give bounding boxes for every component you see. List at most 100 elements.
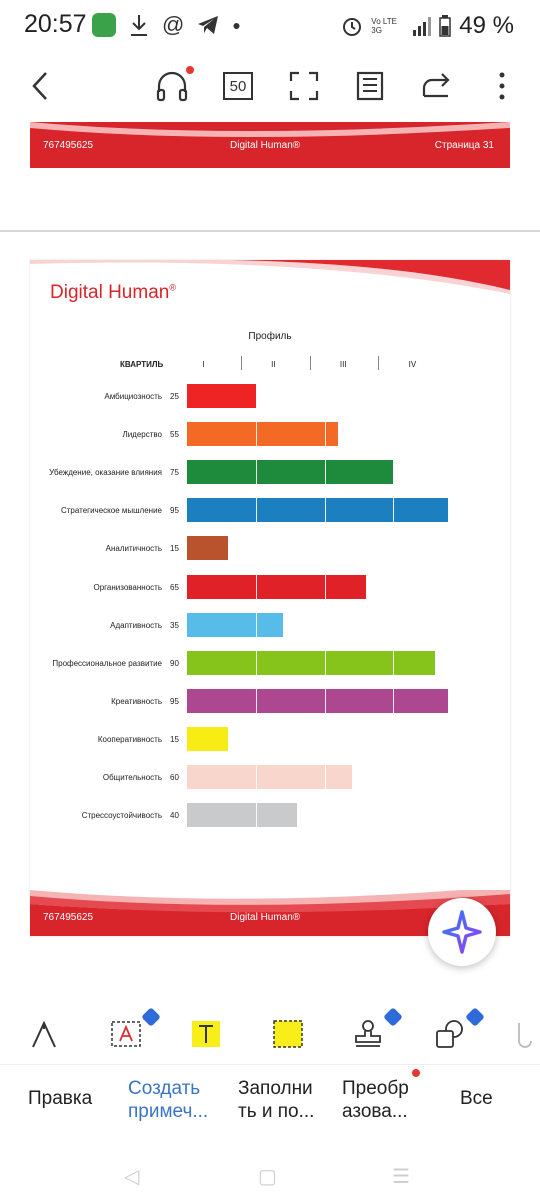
category-label: Адаптивность <box>110 620 162 630</box>
partial-tool-icon <box>518 1023 532 1048</box>
bar <box>187 612 284 637</box>
text-box-tool[interactable] <box>106 1007 161 1052</box>
value-label: 60 <box>170 773 179 782</box>
bar <box>187 803 297 828</box>
category-label: Стрессоустойчивость <box>81 811 162 821</box>
page-header-swoosh <box>30 260 510 294</box>
area-highlight-icon <box>273 1020 303 1048</box>
share-button[interactable] <box>416 66 456 106</box>
reading-mode-icon <box>356 71 384 101</box>
shapes-tool[interactable] <box>430 1007 485 1052</box>
value-label: 95 <box>170 696 179 706</box>
nav-recents-icon[interactable]: ☰ <box>392 1166 410 1188</box>
premium-badge <box>141 1007 161 1027</box>
value-label: 15 <box>170 734 179 744</box>
page-count: 50 <box>229 77 247 95</box>
quartile-divider <box>324 498 326 523</box>
chart-title: Профиль <box>248 331 292 342</box>
quartile-divider <box>255 765 257 789</box>
value-label: 75 <box>170 468 179 478</box>
quartile-divider <box>255 803 257 828</box>
tab-edit[interactable]: Правка <box>28 1088 93 1109</box>
document-page: Digital Human® Профиль КВАРТИЛЬ I II III IV… <box>30 260 510 936</box>
premium-badge <box>465 1007 485 1027</box>
reading-mode-button[interactable] <box>350 66 390 106</box>
headphones-icon <box>156 71 188 102</box>
category-label: Аналитичность <box>105 544 162 554</box>
back-arrow-icon <box>32 72 47 100</box>
shapes-icon <box>436 1020 463 1048</box>
value-label: 90 <box>170 658 179 668</box>
stamp-tool[interactable] <box>348 1007 403 1052</box>
back-button[interactable] <box>20 66 60 106</box>
quartile-label: IV <box>408 360 417 369</box>
more-options-button[interactable] <box>482 66 522 106</box>
quartile-divider <box>324 650 326 675</box>
status-time: 20:57 <box>24 10 87 38</box>
wechat-icon <box>92 13 116 37</box>
listen-button[interactable] <box>152 66 194 106</box>
ai-assistant-button[interactable] <box>428 898 496 966</box>
value-label: 95 <box>170 506 179 516</box>
alarm-icon <box>343 18 362 36</box>
bar <box>187 384 256 408</box>
quartile-divider <box>393 498 395 523</box>
quartile-divider <box>255 688 257 713</box>
quartile-divider <box>324 422 326 447</box>
bar <box>187 574 366 599</box>
category-label: Убеждение, оказание влияния <box>49 468 162 478</box>
system-nav-bar: ◁ ▢ ☰ <box>0 1152 540 1200</box>
status-bar: 20:57 @ ● Vo LTE 3G 49 % <box>0 0 540 52</box>
fullscreen-icon <box>289 71 319 101</box>
more-vertical-icon <box>499 72 505 100</box>
bar <box>187 650 435 675</box>
highlight-text-tool[interactable] <box>186 1016 226 1052</box>
nav-back-icon[interactable]: ◁ <box>124 1166 140 1188</box>
document-id: 767495625 <box>43 140 94 151</box>
value-label: 35 <box>170 620 179 630</box>
value-label: 55 <box>170 430 179 440</box>
quartile-separator <box>378 356 380 370</box>
app-toolbar: 50 <box>0 52 540 122</box>
quartile-label: I <box>202 360 205 369</box>
tab-comment[interactable]: Создать примеч... <box>128 1078 209 1122</box>
page-count-button[interactable]: 50 <box>218 66 258 106</box>
category-label: Лидерство <box>122 430 162 440</box>
tab-convert[interactable]: Преобр азова... <box>342 1078 409 1122</box>
pen-icon <box>32 1020 56 1048</box>
category-label: Организованность <box>93 582 162 592</box>
pen-tool[interactable] <box>24 1016 64 1052</box>
document-id: 767495625 <box>43 912 94 923</box>
more-tools-partial[interactable] <box>508 1016 538 1052</box>
annotation-tools <box>0 1002 540 1064</box>
signal-icon <box>413 17 432 36</box>
nav-home-icon[interactable]: ▢ <box>258 1166 277 1188</box>
value-label: 40 <box>170 811 179 821</box>
quartile-divider <box>324 765 326 789</box>
footer-banner <box>30 122 510 168</box>
new-indicator-dot <box>186 66 194 74</box>
category-label: Кооперативность <box>97 734 162 744</box>
quartile-divider <box>324 574 326 599</box>
bar <box>187 688 449 713</box>
tab-fill-sign[interactable]: Заполни ть и по... <box>238 1078 315 1122</box>
system-icons: Vo LTE 3G 49 % <box>341 12 514 40</box>
previous-page-footer: 767495625 Digital Human® Страница 31 <box>30 122 510 168</box>
page-count-icon: 50 <box>223 72 253 100</box>
quartile-divider <box>324 688 326 713</box>
network-type-label: Vo LTE 3G <box>371 17 397 35</box>
sparkle-icon <box>442 910 482 954</box>
brand-name: Digital Human <box>50 282 170 303</box>
bottom-tabs: Правка Создать примеч... Заполни ть и по… <box>0 1064 540 1152</box>
highlight-text-icon <box>192 1021 220 1047</box>
download-icon <box>131 15 147 36</box>
area-highlight-tool[interactable] <box>268 1016 308 1052</box>
category-label: Стратегическое мышление <box>60 506 162 516</box>
quartile-divider <box>255 422 257 447</box>
footer-brand: Digital Human® <box>230 912 301 923</box>
brand-logo: Digital Human® <box>50 282 176 304</box>
telegram-icon <box>198 16 219 34</box>
tab-all[interactable]: Все <box>460 1088 493 1109</box>
quartile-divider <box>255 650 257 675</box>
fullscreen-button[interactable] <box>284 66 324 106</box>
